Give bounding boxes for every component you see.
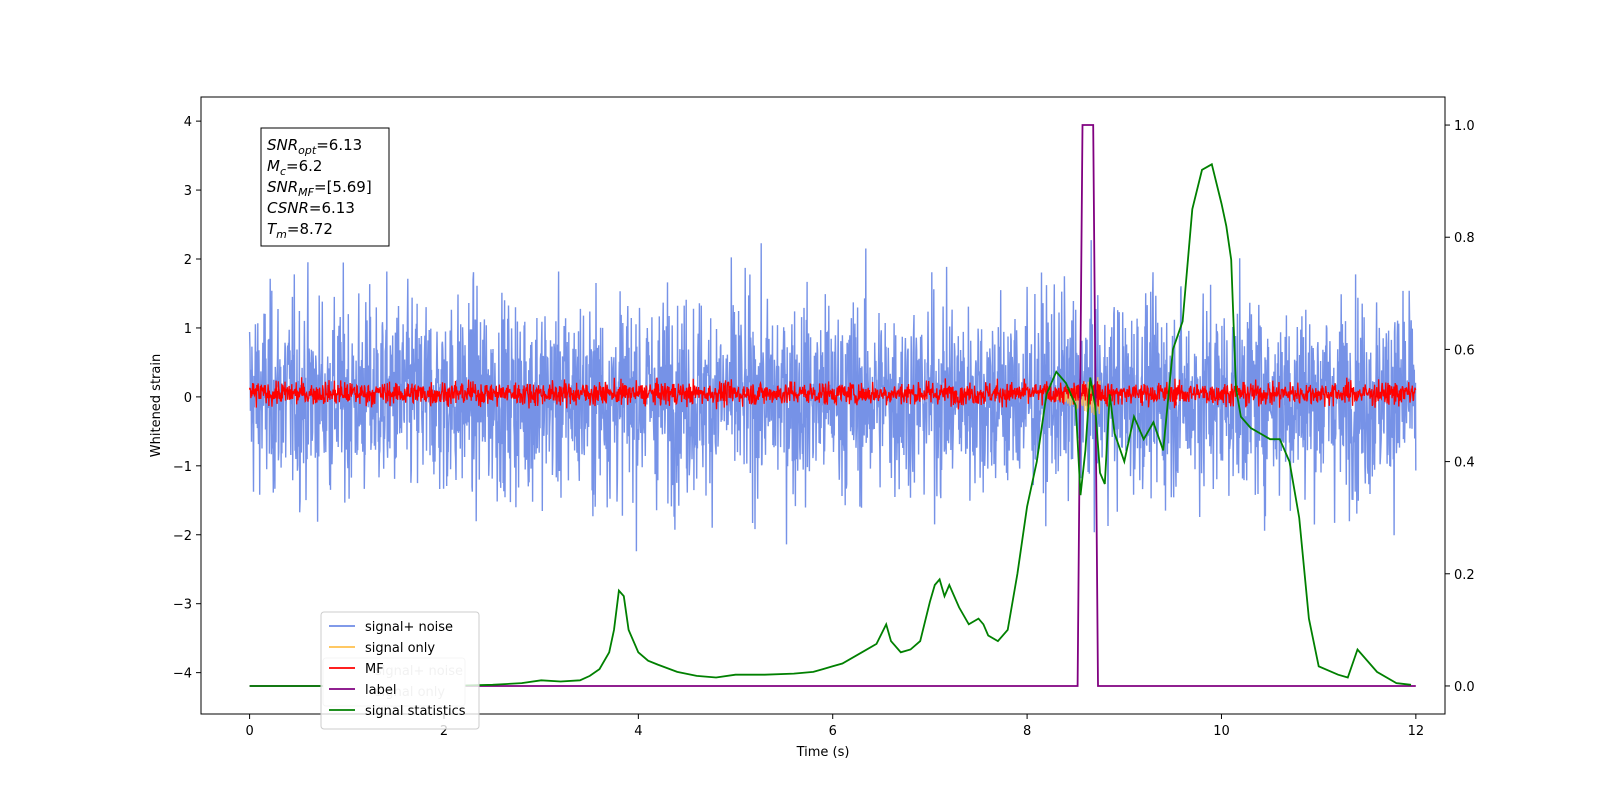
series-label-line [249,124,1416,687]
legend-entry-label: signal+ noise [365,620,453,635]
y-left-tick-label: 3 [184,184,192,199]
y-axis-label: Whitened strain [149,354,164,457]
y-left-tick-label: −2 [173,529,192,544]
y-left-tick-label: 1 [184,322,192,337]
y-right-tick-label: 0.8 [1454,231,1475,246]
y-left-tick-label: −1 [173,460,192,475]
x-tick-label: 6 [829,724,837,739]
x-tick-label: 2 [440,724,448,739]
series-signal-statistics-line [249,162,1412,687]
axes: 0 2 4 6 8 10 1243210−1−2−3−41.00.80.60.40.20.0… [149,96,1475,760]
plot-area [248,124,1417,687]
info-box-line: CSNR=6.13 [267,199,355,217]
series-mf-line [248,377,1417,410]
legend-entry-label: MF [365,662,384,677]
info-box-line: Mc=6.2 [267,157,322,178]
x-tick-label: 12 [1408,724,1425,739]
y-right-tick-label: 0.0 [1454,680,1475,695]
y-left-tick-label: 0 [184,391,192,406]
x-tick-label: 4 [634,724,642,739]
y-right-tick-label: 0.4 [1454,456,1475,471]
info-box-line: Tm=8.72 [267,220,333,241]
y-left-tick-label: 2 [184,253,192,268]
x-tick-label: 0 [245,724,253,739]
legend-entry-label: signal only [365,641,435,656]
axes-frame [200,96,1446,715]
x-tick-label: 8 [1023,724,1031,739]
info-box-line: SNRopt=6.13 [267,136,362,157]
x-tick-label: 10 [1213,724,1230,739]
y-left-tick-label: −3 [173,598,192,613]
info-box-frame [260,127,390,247]
info-box-line: SNRMF=[5.69] [267,178,372,199]
y-right-tick-label: 0.2 [1454,568,1475,583]
legend-entry-label: signal statistics [365,704,466,719]
y-left-tick-label: −4 [173,667,192,682]
x-axis-label: Time (s) [796,745,850,760]
series-signal-noise-line [248,240,1417,552]
y-left-tick-label: 4 [184,115,192,130]
legend-box [320,611,480,730]
y-right-tick-label: 1.0 [1454,119,1475,134]
y-right-tick-label: 0.6 [1454,343,1475,358]
legend-entry-label: label [365,683,396,698]
